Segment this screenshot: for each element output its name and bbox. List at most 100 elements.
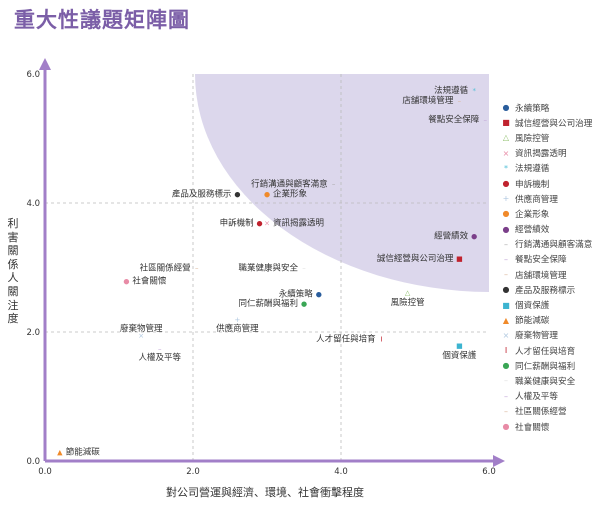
legend-marker: ■	[502, 118, 510, 128]
legend-label: 供應商管理	[515, 194, 558, 205]
legend-item: + 供應商管理	[501, 191, 607, 206]
data-point: –	[158, 345, 162, 353]
legend-item: – 餐點安全保障	[501, 252, 607, 267]
legend-label: 節能減碳	[515, 316, 550, 327]
data-point: ×	[138, 332, 144, 340]
legend-marker: –	[504, 391, 508, 401]
legend-item: ● 產品及服務標示	[501, 282, 607, 297]
legend-marker: ×	[502, 330, 510, 340]
legend-label: 產品及服務標示	[515, 285, 576, 296]
legend-label: 同仁薪酬與福利	[515, 361, 576, 372]
legend-label: 人才留任與培育	[515, 346, 576, 357]
legend-label: 廢棄物管理	[515, 331, 558, 342]
legend-item: I 人才留任與培育	[501, 343, 607, 358]
data-label: 經營績效	[434, 230, 469, 241]
data-label: 同仁薪酬與福利	[238, 298, 298, 309]
data-point: ■	[456, 255, 463, 263]
high-priority-region	[195, 74, 489, 292]
data-label: 供應商管理	[216, 323, 259, 334]
data-label: 企業形象	[273, 188, 308, 199]
data-label: 社區關係經營	[140, 263, 191, 274]
y-axis-arrow	[39, 58, 51, 70]
legend-item: – 職業健康與安全	[501, 373, 607, 388]
x-tick-label: 0.0	[38, 467, 52, 477]
data-point: ●	[316, 290, 322, 298]
legend-label: 個資保護	[515, 301, 550, 312]
legend-item: ● 企業形象	[501, 206, 607, 221]
legend-item: ■ 個資保護	[501, 297, 607, 312]
legend-marker: △	[502, 133, 510, 143]
data-point: ●	[264, 190, 270, 198]
legend-item: × 廢棄物管理	[501, 328, 607, 343]
legend-label: 行銷溝通與顧客滿意	[515, 240, 593, 251]
legend-label: 資訊揭露透明	[515, 149, 567, 160]
legend-item: – 店舖環境管理	[501, 267, 607, 282]
data-point: ●	[301, 300, 307, 308]
legend-item: × 資訊揭露透明	[501, 146, 607, 161]
legend-item: △ 風險控管	[501, 130, 607, 145]
data-point: △	[405, 289, 411, 297]
data-label: 餐點安全保障	[428, 114, 480, 125]
legend-marker: ●	[502, 285, 510, 295]
data-point: ×	[264, 219, 270, 227]
legend-marker: ×	[502, 148, 510, 158]
data-label: 職業健康與安全	[238, 263, 298, 274]
data-label: 法規遵循	[434, 85, 469, 96]
legend-item: ▲ 節能減碳	[501, 313, 607, 328]
legend-item: ■ 誠信經營與公司治理	[501, 115, 607, 130]
legend-label: 店舖環境管理	[515, 270, 567, 281]
legend-marker: –	[504, 254, 508, 264]
data-label: 風險控管	[391, 297, 425, 308]
x-tick-label: 6.0	[482, 467, 496, 477]
data-point: I	[381, 335, 383, 343]
legend-label: 人權及平等	[515, 392, 558, 403]
data-point: –	[484, 116, 488, 124]
legend-marker: –	[504, 270, 508, 280]
data-label: 產品及服務標示	[172, 188, 232, 199]
legend-marker: –	[504, 239, 508, 249]
data-label: 人權及平等	[138, 352, 181, 363]
legend-label: 法規遵循	[515, 164, 550, 175]
legend-marker: ●	[502, 103, 510, 113]
y-tick-label: 4.0	[26, 199, 40, 209]
x-axis-label: 對公司營運與經濟、環境、社會衝擊程度	[166, 486, 364, 499]
legend-marker: +	[502, 194, 510, 204]
data-point: ●	[257, 219, 263, 227]
legend-label: 社會關懷	[515, 422, 550, 433]
legend-label: 誠信經營與公司治理	[515, 118, 593, 129]
data-point: –	[195, 265, 199, 273]
data-point: ■	[456, 342, 463, 350]
data-point: –	[458, 97, 462, 105]
legend-item: ● 申訴機制	[501, 176, 607, 191]
legend-item: ● 經營績效	[501, 222, 607, 237]
data-point: +	[234, 316, 240, 324]
legend-marker: ●	[502, 209, 510, 219]
y-tick-label: 0.0	[26, 457, 40, 467]
legend-label: 企業形象	[515, 209, 550, 220]
page-title: 重大性議題矩陣圖	[14, 8, 190, 32]
data-label: 節能減碳	[66, 446, 101, 457]
legend-label: 經營績效	[515, 225, 550, 236]
legend-marker: ●	[502, 361, 510, 371]
data-point: ●	[123, 277, 129, 285]
chart-legend: ● 永續策略 ■ 誠信經營與公司治理 △ 風險控管 × 資訊揭露透明 * 法規遵循 ● 申訴機制 + 供應…	[501, 100, 607, 434]
legend-item: ● 永續策略	[501, 100, 607, 115]
legend-label: 永續策略	[515, 103, 550, 114]
data-label: 店舖環境管理	[402, 95, 454, 106]
data-label: 誠信經營與公司治理	[377, 253, 454, 264]
y-tick-label: 6.0	[26, 70, 40, 80]
legend-label: 申訴機制	[515, 179, 550, 190]
data-label: 廢棄物管理	[120, 323, 163, 334]
data-label: 行銷溝通與顧客滿意	[251, 179, 328, 190]
legend-marker: ▲	[502, 315, 510, 325]
legend-label: 職業健康與安全	[515, 376, 576, 387]
y-axis-label: 利害關係人關注度	[7, 217, 19, 326]
legend-marker: ●	[502, 179, 510, 189]
data-point: ●	[471, 232, 477, 240]
data-point: –	[332, 181, 336, 189]
legend-item: ● 社會關懷	[501, 419, 607, 434]
x-tick-label: 2.0	[186, 467, 200, 477]
legend-marker: –	[504, 376, 508, 386]
data-label: 申訴機制	[220, 217, 254, 228]
